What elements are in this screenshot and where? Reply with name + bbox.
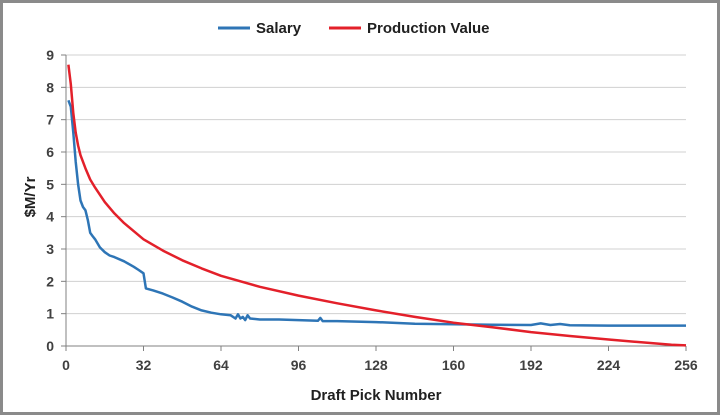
y-tick-label-6: 6 [46, 144, 54, 160]
y-tick-label-9: 9 [46, 47, 54, 63]
y-tick-label-3: 3 [46, 241, 54, 257]
y-tick-label-2: 2 [46, 273, 54, 289]
x-tick-label-96: 96 [291, 357, 307, 373]
legend-label-salary: Salary [256, 20, 302, 37]
axes [61, 54, 687, 351]
x-tick-label-128: 128 [364, 357, 388, 373]
series-line-salary [67, 99, 686, 327]
series-line-production-value [67, 64, 687, 347]
series-lines [67, 64, 687, 347]
x-tick-label-64: 64 [213, 357, 229, 373]
gridlines [66, 54, 686, 315]
x-tick-label-32: 32 [136, 357, 152, 373]
y-axis-title: $M/Yr [22, 176, 39, 217]
x-axis-title: Draft Pick Number [311, 387, 442, 404]
y-tick-label-4: 4 [46, 209, 54, 225]
y-tick-label-8: 8 [46, 79, 54, 95]
y-tick-label-5: 5 [46, 176, 54, 192]
x-tick-label-0: 0 [62, 357, 70, 373]
x-tick-label-256: 256 [674, 357, 698, 373]
x-tick-label-224: 224 [597, 357, 621, 373]
legend-label-production-value: Production Value [367, 20, 490, 37]
x-tick-labels: 0 32 64 96 128 160 192 224 256 [62, 357, 698, 373]
x-tick-label-192: 192 [519, 357, 543, 373]
x-tick-label-160: 160 [442, 357, 466, 373]
line-chart: 0 1 2 3 4 5 6 7 8 9 0 32 64 96 128 160 192 224 256 Salary… [22, 20, 698, 404]
y-tick-labels: 0 1 2 3 4 5 6 7 8 9 [46, 47, 54, 354]
y-tick-label-0: 0 [46, 338, 54, 354]
y-tick-label-1: 1 [46, 306, 54, 322]
y-tick-label-7: 7 [46, 112, 54, 128]
legend: Salary Production Value [218, 20, 490, 37]
